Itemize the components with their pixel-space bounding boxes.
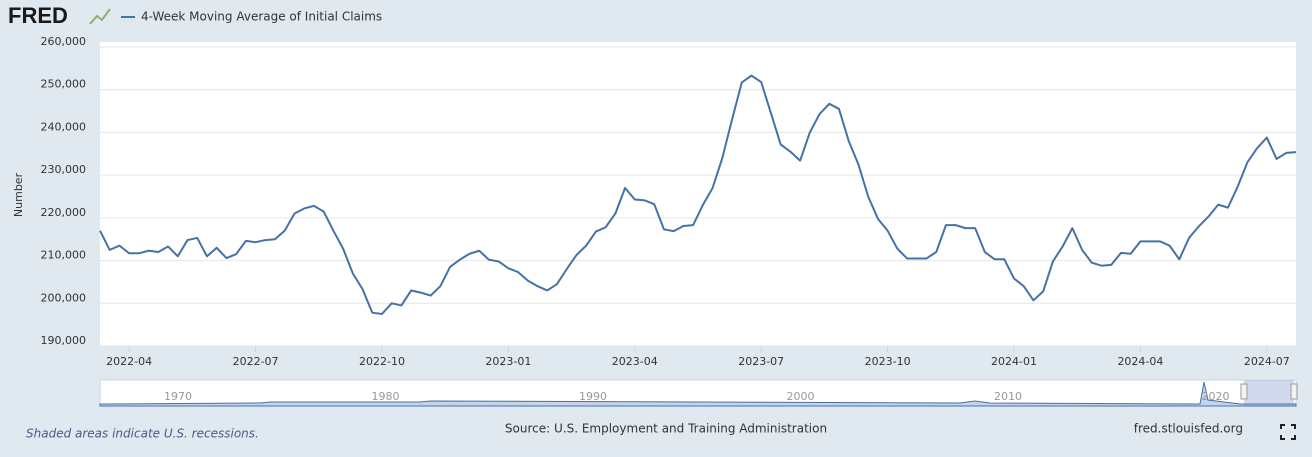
- y-tick-label: 240,000: [41, 120, 87, 133]
- x-tick-label: 2024-01: [991, 355, 1037, 368]
- y-tick-label: 220,000: [41, 206, 87, 219]
- x-tick-label: 2023-01: [485, 355, 531, 368]
- logo: FRED: [8, 3, 68, 28]
- series-line: [99, 74, 1297, 315]
- x-tick-label: 2022-07: [233, 355, 279, 368]
- y-axis-label: Number: [12, 172, 25, 217]
- navigator-window[interactable]: [1244, 380, 1294, 406]
- x-tick-label: 2022-04: [106, 355, 152, 368]
- source: Source: U.S. Employment and Training Adm…: [505, 422, 827, 436]
- site: fred.stlouisfed.org: [1134, 422, 1243, 436]
- fullscreen-button[interactable]: [1280, 424, 1296, 440]
- navigator-label: 1970: [164, 390, 192, 403]
- x-tick-label: 2023-04: [612, 355, 658, 368]
- y-tick-label: 260,000: [41, 35, 87, 48]
- x-tick-label: 2024-07: [1244, 355, 1290, 368]
- x-tick-label: 2022-10: [359, 355, 405, 368]
- y-tick-label: 190,000: [41, 334, 87, 347]
- recession-note: Shaded areas indicate U.S. recessions.: [26, 427, 259, 441]
- y-tick-label: 230,000: [41, 163, 87, 176]
- navigator-handle[interactable]: [1290, 383, 1298, 400]
- plot-area: [100, 42, 1296, 346]
- x-tick-label: 2023-10: [865, 355, 911, 368]
- y-tick-label: 210,000: [41, 249, 87, 262]
- navigator-label: 1990: [579, 390, 607, 403]
- x-tick-label: 2023-07: [738, 355, 784, 368]
- legend-label: 4-Week Moving Average of Initial Claims: [141, 10, 382, 24]
- navigator-handle[interactable]: [1240, 383, 1248, 400]
- navigator-label: 2000: [787, 390, 815, 403]
- navigator-label: 2010: [994, 390, 1022, 403]
- navigator-label: 2020: [1202, 390, 1230, 403]
- y-tick-label: 200,000: [41, 291, 87, 304]
- y-tick-label: 250,000: [41, 78, 87, 91]
- navigator-series: [99, 381, 1297, 407]
- logo-icon: [89, 8, 111, 25]
- x-tick-label: 2024-04: [1117, 355, 1163, 368]
- navigator-label: 1980: [372, 390, 400, 403]
